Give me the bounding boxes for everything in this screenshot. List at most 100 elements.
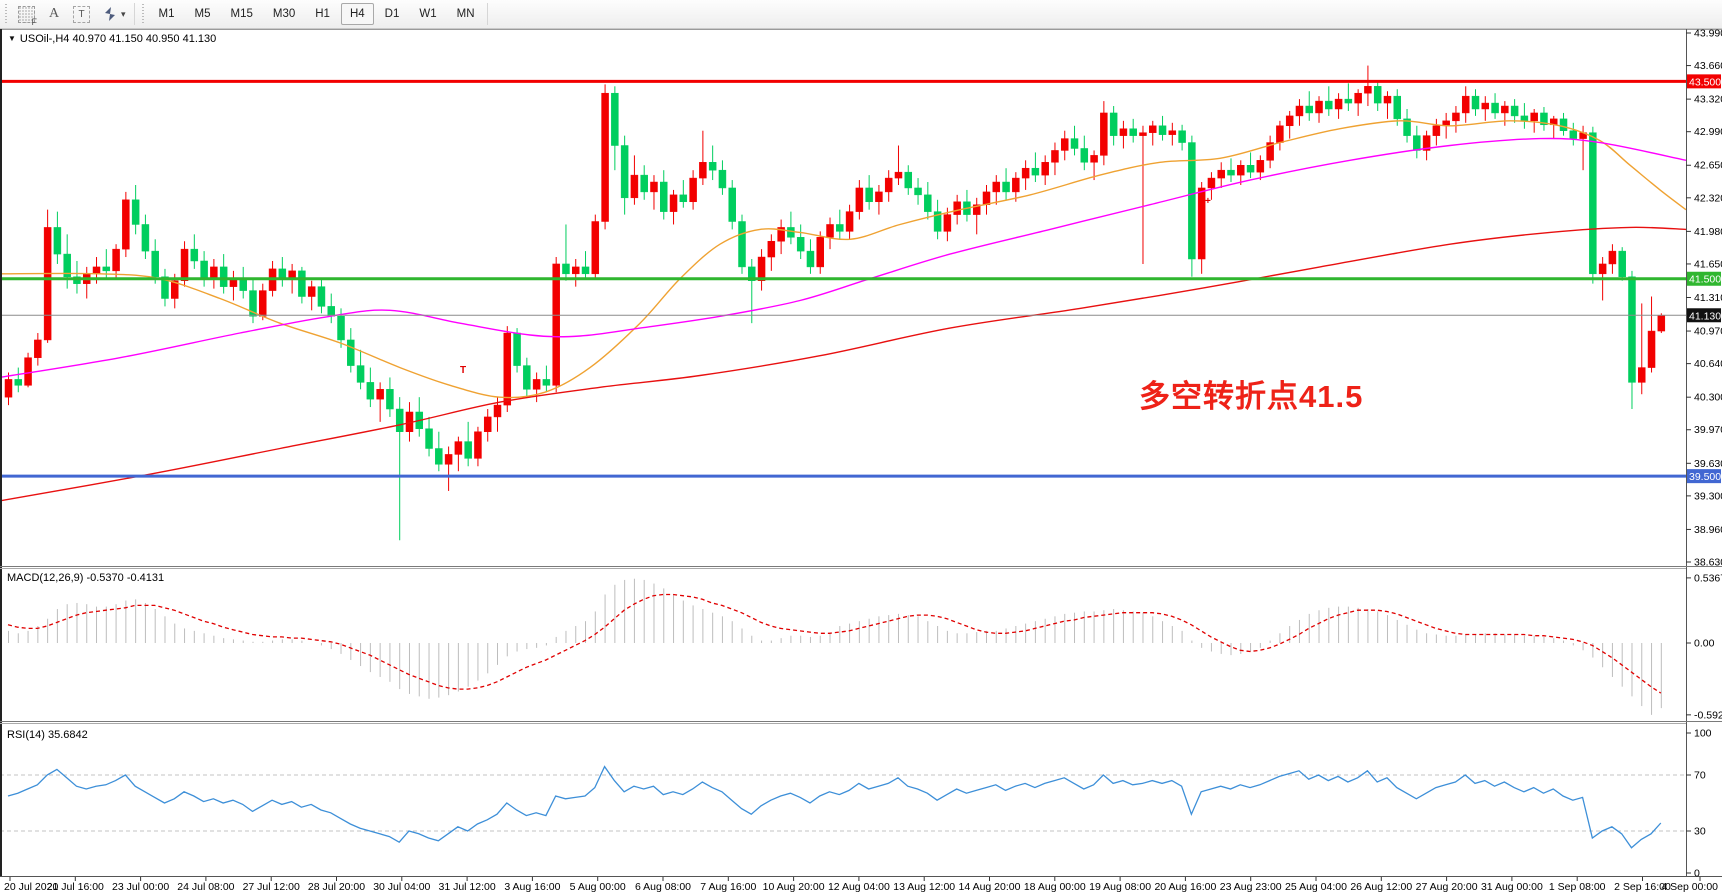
candle-body: [43, 227, 52, 341]
time-axis-label[interactable]: 24 Jul 08:00: [177, 881, 234, 893]
time-axis-label[interactable]: 12 Aug 04:00: [828, 881, 890, 893]
timeframe-grip[interactable]: [139, 4, 146, 24]
candle-body: [552, 263, 560, 386]
candle-body: [1012, 177, 1020, 193]
candle-body: [845, 211, 854, 232]
symbol-dropdown-icon[interactable]: ▼: [8, 34, 16, 43]
candle-body: [777, 227, 785, 242]
candle-body: [699, 162, 707, 179]
candle-body: [1510, 105, 1519, 117]
time-axis-label[interactable]: 4 Sep 00:00: [1661, 881, 1718, 893]
candle-body: [1246, 164, 1255, 173]
time-axis-label[interactable]: 28 Jul 20:00: [308, 881, 365, 893]
toolbar-separator: [133, 3, 135, 25]
object-marker-1[interactable]: +: [1205, 196, 1211, 207]
price-axis-column[interactable]: [1686, 29, 1722, 876]
candle-body: [24, 357, 32, 386]
chart-header[interactable]: ▼ USOil-,H4 40.970 41.150 40.950 41.130: [8, 33, 216, 45]
timeframe-button-mn[interactable]: MN: [448, 3, 484, 25]
chart-annotation-text: 多空转折点41.5: [1139, 379, 1364, 414]
candle-body: [806, 250, 815, 268]
candle-body: [141, 224, 150, 252]
time-axis-label[interactable]: 7 Aug 16:00: [700, 881, 756, 893]
time-axis-label[interactable]: 5 Aug 00:00: [570, 881, 626, 893]
candle-body: [1344, 98, 1353, 104]
candle-body: [904, 171, 913, 189]
candle-body: [1305, 105, 1313, 114]
candle-body: [523, 365, 531, 390]
candle-body: [1119, 128, 1128, 136]
toolbar-grip[interactable]: [3, 4, 9, 24]
time-axis-label[interactable]: 25 Aug 04:00: [1285, 881, 1347, 893]
price-axis-label: 39.300: [1694, 490, 1722, 502]
time-axis-label[interactable]: 31 Jul 12:00: [438, 881, 495, 893]
candle-body: [1354, 92, 1362, 104]
candle-body: [1100, 112, 1108, 156]
object-marker-0[interactable]: T: [460, 365, 466, 376]
candle-body: [748, 266, 756, 281]
time-axis-label[interactable]: 2 Sep 16:00: [1614, 881, 1671, 893]
time-axis-label[interactable]: 19 Aug 08:00: [1089, 881, 1151, 893]
candle-body: [1334, 98, 1343, 110]
timeframe-group: M1 M5 M15 M30 H1 H4 D1 W1 MN: [149, 3, 485, 25]
timeframe-button-h4[interactable]: H4: [340, 3, 374, 25]
rsi-panel[interactable]: [0, 724, 1686, 876]
candle-body: [630, 174, 639, 199]
candle-body: [718, 169, 727, 189]
timeframe-button-w1[interactable]: W1: [410, 3, 445, 25]
time-axis-label[interactable]: 30 Jul 04:00: [373, 881, 430, 893]
time-axis-label[interactable]: 13 Aug 12:00: [893, 881, 955, 893]
candle-body: [1060, 138, 1069, 151]
candle-body: [1188, 142, 1196, 260]
candle-body: [855, 187, 864, 212]
candle-body: [1471, 95, 1480, 110]
time-axis-label[interactable]: 27 Jul 12:00: [243, 881, 300, 893]
timeframe-button-m30[interactable]: M30: [264, 3, 304, 25]
macd-signal-line: [7, 593, 1662, 694]
candle-body: [1139, 132, 1147, 136]
timeframe-button-m5[interactable]: M5: [186, 3, 220, 25]
candle-body: [298, 270, 306, 297]
candle-body: [660, 181, 668, 212]
candle-body: [14, 379, 23, 386]
time-axis-label[interactable]: 21 Jul 16:00: [47, 881, 104, 893]
candle-body: [757, 256, 766, 281]
candle-body: [366, 382, 375, 400]
timeframe-button-m15[interactable]: M15: [222, 3, 262, 25]
time-axis-label[interactable]: 1 Sep 08:00: [1549, 881, 1606, 893]
candle-body: [826, 224, 834, 238]
text-box-tool-button[interactable]: T: [68, 2, 95, 26]
time-axis-label[interactable]: 23 Jul 00:00: [112, 881, 169, 893]
time-axis-label[interactable]: 18 Aug 00:00: [1024, 881, 1086, 893]
candle-body: [816, 237, 824, 268]
time-axis-label[interactable]: 6 Aug 08:00: [635, 881, 691, 893]
level-39.500-badge: [1687, 469, 1721, 484]
time-axis-label[interactable]: 31 Aug 00:00: [1481, 881, 1543, 893]
level-39.500-badge-text: 39.500: [1689, 471, 1721, 483]
level-41.500-badge: [1687, 271, 1721, 286]
timeframe-button-m1[interactable]: M1: [150, 3, 184, 25]
time-axis-label[interactable]: 20 Jul 2020: [4, 881, 58, 893]
ma-line-mid-magenta: [0, 137, 1687, 379]
fibo-grid-tool-button[interactable]: F: [13, 2, 40, 27]
candle-body: [474, 431, 482, 459]
text-label-tool-button[interactable]: A: [42, 2, 66, 26]
candle-body: [1070, 138, 1079, 149]
timeframe-button-d1[interactable]: D1: [376, 3, 409, 25]
candle-body: [503, 332, 512, 406]
candle-body: [1628, 276, 1636, 383]
fibo-grid-icon: F: [18, 5, 37, 27]
timeframe-button-h1[interactable]: H1: [306, 3, 339, 25]
time-axis-label[interactable]: 3 Aug 16:00: [504, 881, 560, 893]
time-axis-label[interactable]: 23 Aug 23:00: [1220, 881, 1282, 893]
arrow-objects-tool-button[interactable]: ▾: [97, 2, 131, 26]
time-axis-label[interactable]: 10 Aug 20:00: [763, 881, 825, 893]
candle-body: [1589, 132, 1597, 275]
time-axis-label[interactable]: 14 Aug 20:00: [959, 881, 1021, 893]
time-axis-label[interactable]: 20 Aug 16:00: [1154, 881, 1216, 893]
time-axis-label[interactable]: 27 Aug 20:00: [1416, 881, 1478, 893]
candle-body: [1158, 125, 1167, 135]
time-axis-label[interactable]: 26 Aug 12:00: [1350, 881, 1412, 893]
candle-body: [425, 428, 433, 449]
macd-panel[interactable]: [0, 568, 1686, 722]
